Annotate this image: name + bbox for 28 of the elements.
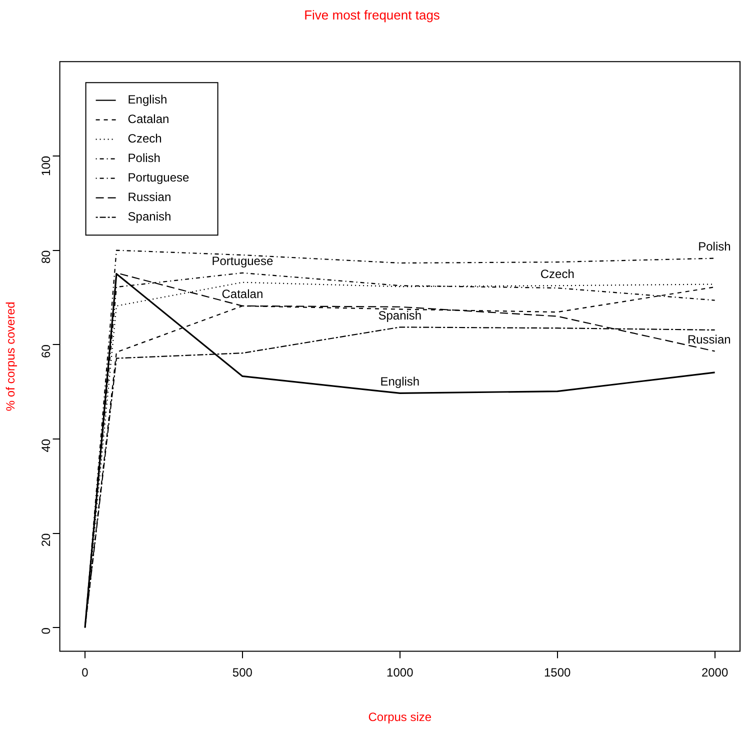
annotation: Czech xyxy=(540,266,574,281)
y-tick-label: 20 xyxy=(39,532,54,547)
annotation: Russian xyxy=(687,332,731,347)
annotation: Portuguese xyxy=(212,254,274,268)
annotation: Catalan xyxy=(222,287,264,302)
x-tick-label: 500 xyxy=(232,666,253,680)
x-axis-title: Corpus size xyxy=(368,710,432,724)
legend-label: Russian xyxy=(128,190,172,204)
x-tick-label: 0 xyxy=(82,666,89,680)
y-tick-label: 40 xyxy=(39,438,54,452)
legend-label: Portuguese xyxy=(128,170,190,185)
legend-label: Polish xyxy=(128,151,160,166)
annotation: Spanish xyxy=(378,308,422,322)
x-tick-label: 2000 xyxy=(701,666,728,680)
annotation: English xyxy=(380,374,420,389)
legend-label: Spanish xyxy=(128,210,172,224)
y-tick-label: 100 xyxy=(39,156,54,176)
x-tick-label: 1000 xyxy=(386,666,414,680)
y-tick-label: 0 xyxy=(39,627,54,634)
chart-title: Five most frequent tags xyxy=(304,7,440,22)
y-axis-title: % of corpus covered xyxy=(4,302,18,412)
legend-label: Catalan xyxy=(128,112,170,126)
y-tick-label: 60 xyxy=(39,344,54,358)
legend-label: Czech xyxy=(128,132,162,146)
x-tick-label: 1500 xyxy=(544,666,572,680)
annotation: Polish xyxy=(698,240,731,254)
legend-label: English xyxy=(128,92,168,107)
y-tick-label: 80 xyxy=(39,250,54,264)
